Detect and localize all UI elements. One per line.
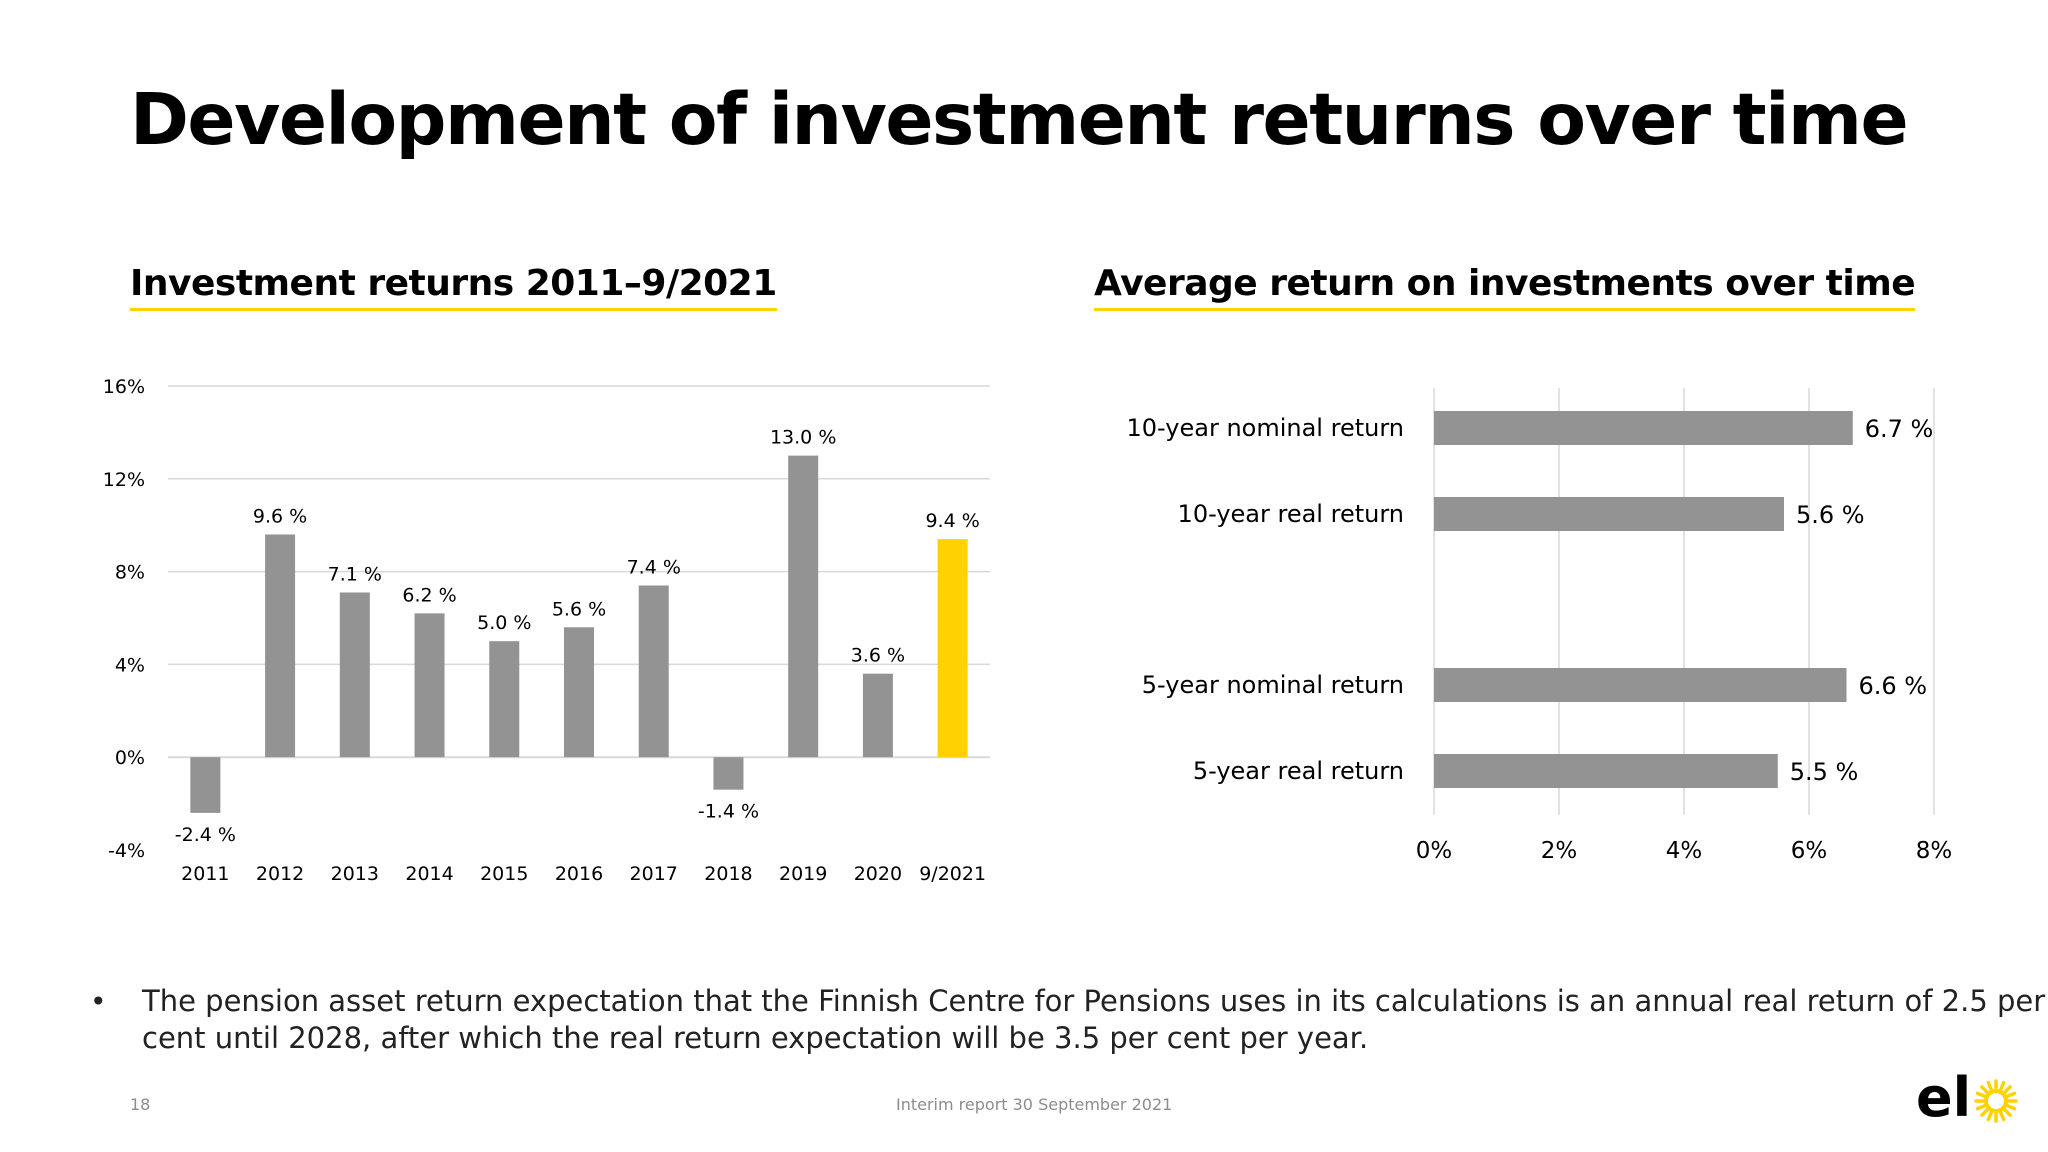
y-tick-label: -4%: [108, 840, 145, 862]
x-tick-label: 2012: [256, 863, 304, 885]
logo-sun-ray: [2006, 1091, 2017, 1098]
slide-title: Development of investment returns over t…: [130, 78, 1909, 161]
x-tick-label: 4%: [1666, 838, 1703, 864]
x-tick-label: 6%: [1791, 838, 1828, 864]
data-label: 5.6 %: [1796, 501, 1865, 529]
bar: [862, 673, 893, 758]
data-label: 9.4 %: [925, 510, 979, 532]
bar: [638, 585, 669, 758]
logo-sun-ray: [2003, 1085, 2012, 1094]
category-label: 10-year real return: [1178, 500, 1404, 528]
category-label: 5-year real return: [1193, 757, 1404, 785]
data-label: 7.4 %: [627, 557, 681, 579]
logo-sun-ray: [1986, 1080, 1993, 1091]
data-label: 3.6 %: [851, 645, 905, 667]
category-label: 10-year nominal return: [1127, 414, 1405, 442]
elo-logo: el: [1916, 1066, 2026, 1138]
bar: [1434, 668, 1847, 702]
data-label: 5.5 %: [1790, 758, 1859, 786]
bar: [190, 757, 221, 813]
logo-sun-ray: [2003, 1108, 2012, 1117]
data-label: 6.6 %: [1859, 672, 1928, 700]
y-tick-label: 12%: [103, 469, 145, 491]
x-tick-label: 9/2021: [919, 863, 986, 885]
data-label: 13.0 %: [770, 427, 836, 449]
x-tick-label: 2011: [181, 863, 229, 885]
bar: [1434, 497, 1784, 531]
average-return-chart: 0% 2% 4% 6% 8% 10-year nominal return 6.7 % 10-…: [1127, 388, 1953, 864]
logo-sun-ray: [1986, 1111, 1993, 1122]
left-chart-title: Investment returns 2011–9/2021: [130, 262, 777, 311]
right-chart-title: Average return on investments over time: [1094, 262, 1916, 311]
logo-sun-ray: [1980, 1085, 1989, 1094]
investment-returns-chart: -4% 0% 4% 8% 12% 16% -2.4 % 2011 9.6 % 2012 7.1 % 2…: [103, 376, 990, 885]
x-tick-label: 0%: [1416, 838, 1453, 864]
bar: [414, 613, 445, 758]
x-tick-label: 2019: [779, 863, 827, 885]
category-label: 5-year nominal return: [1142, 671, 1404, 699]
bullet-text: The pension asset return expectation tha…: [142, 984, 2046, 1055]
bar: [564, 627, 594, 758]
x-tick-label: 2%: [1541, 838, 1578, 864]
bar: [937, 539, 968, 758]
page-number: 18: [130, 1095, 151, 1114]
bullet-marker: •: [90, 985, 107, 1018]
bar: [489, 641, 520, 758]
logo-letters: el: [1916, 1068, 1971, 1129]
data-label: 5.6 %: [552, 598, 606, 620]
y-tick-label: 8%: [115, 562, 145, 584]
data-label: 6.2 %: [402, 584, 456, 606]
bar: [713, 757, 744, 790]
bar: [788, 455, 819, 758]
x-tick-label: 2013: [331, 863, 379, 885]
y-tick-label: 16%: [103, 376, 145, 398]
x-tick-label: 2017: [630, 863, 678, 885]
y-tick-label: 4%: [115, 654, 145, 676]
logo-sun-ray: [1980, 1108, 1989, 1117]
data-label: 5.0 %: [477, 612, 531, 634]
data-label: 7.1 %: [328, 563, 382, 585]
bar: [265, 534, 296, 758]
y-tick-label: 0%: [115, 747, 145, 769]
data-label: 9.6 %: [253, 505, 307, 527]
logo-sun-ray: [1975, 1104, 1986, 1111]
x-tick-label: 8%: [1916, 838, 1953, 864]
logo-sun-icon: [1974, 1079, 2018, 1123]
logo-sun-ray: [2006, 1104, 2017, 1111]
x-tick-label: 2014: [405, 863, 453, 885]
x-tick-label: 2018: [704, 863, 752, 885]
bar: [1434, 411, 1853, 445]
data-label: 6.7 %: [1865, 415, 1934, 443]
x-tick-label: 2020: [854, 863, 902, 885]
x-tick-label: 2015: [480, 863, 528, 885]
charts-canvas: -4% 0% 4% 8% 12% 16% -2.4 % 2011 9.6 % 2012 7.1 % 2…: [103, 376, 1953, 885]
footer-text: Interim report 30 September 2021: [896, 1095, 1173, 1114]
bar: [1434, 754, 1778, 788]
data-label: -1.4 %: [698, 801, 759, 823]
logo-sun-ray: [1999, 1080, 2006, 1091]
logo-sun-ray: [1999, 1111, 2006, 1122]
x-tick-label: 2016: [555, 863, 603, 885]
logo-sun-ray: [1975, 1091, 1986, 1098]
bar: [339, 592, 370, 758]
logo-sun-core: [1984, 1089, 2008, 1113]
data-label: -2.4 %: [175, 824, 236, 846]
